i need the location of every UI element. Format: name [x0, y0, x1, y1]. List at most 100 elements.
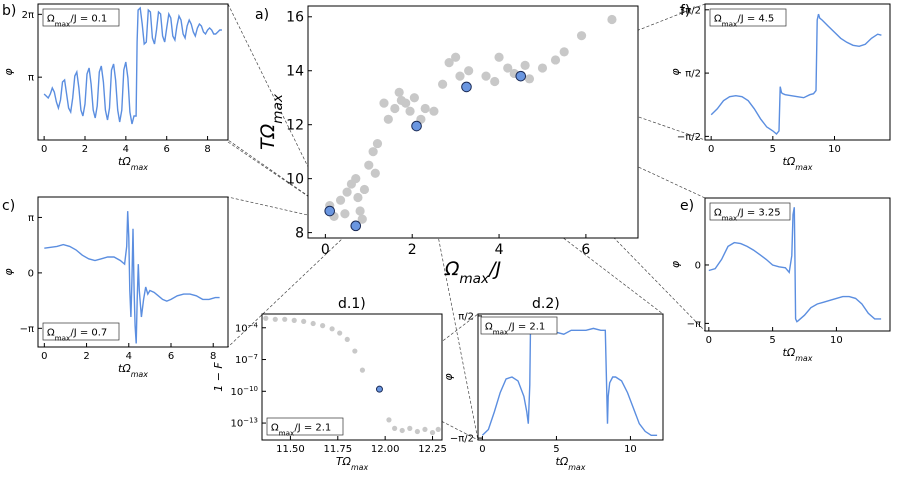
x-tick-label: 6: [168, 351, 174, 362]
data-point: [383, 114, 393, 124]
y-tick-label: 16: [286, 10, 304, 26]
x-axis-label: tΩmax: [556, 455, 586, 472]
y-tick-label: 10−7: [235, 353, 258, 366]
data-point: [379, 98, 389, 108]
data-point: [455, 71, 465, 81]
data-point: [394, 87, 404, 97]
panel-f: 0 5 10 −π/2 π/2 3π/2 tΩmax φ f) Ωmax/J = 4.5: [669, 3, 891, 172]
y-tick-label: −π: [20, 324, 34, 335]
y-tick-label: 10: [286, 172, 304, 188]
y-tick-label: 10−4: [235, 321, 259, 334]
highlight-point: [375, 385, 383, 393]
panel-e: 0 5 10 −π 0 tΩmax φ e) Ωmax/J = 3.25: [669, 197, 891, 363]
data-point: [355, 206, 365, 216]
data-point: [359, 367, 366, 373]
x-tick-label: 0: [706, 335, 712, 346]
data-point: [524, 74, 535, 84]
x-tick-label: 8: [210, 351, 216, 362]
data-point: [490, 76, 500, 87]
y-axis-label: TΩmax: [257, 93, 286, 150]
y-tick-label: 2π: [22, 10, 34, 21]
plot-frame: [477, 313, 664, 441]
x-tick-label: 10: [830, 335, 843, 346]
data-point: [409, 93, 419, 103]
data-point: [272, 316, 278, 322]
panel-label: a): [255, 7, 269, 23]
data-point: [494, 52, 504, 62]
x-tick-label: 0: [708, 144, 714, 155]
panel-label: f): [680, 3, 690, 19]
y-tick-label: 14: [286, 64, 304, 80]
y-axis-label: φ: [2, 68, 15, 76]
data-point: [263, 315, 269, 321]
data-point: [438, 79, 448, 89]
x-tick-label: 4: [126, 351, 132, 362]
x-axis-label: tΩmax: [118, 155, 148, 172]
data-point: [435, 426, 441, 433]
x-tick-label: 2: [82, 144, 88, 155]
data-point: [359, 184, 370, 195]
y-tick-label: 10−13: [230, 417, 258, 430]
panel-d2: 0 5 10 −π/2 π/2 tΩmax φ d.2) Ωmax/J = 2.1: [442, 296, 664, 472]
highlight-point: [324, 205, 336, 217]
connector-line: [416, 125, 479, 441]
data-point: [320, 323, 326, 329]
data-point: [422, 426, 428, 433]
data-point: [401, 98, 411, 108]
data-point: [372, 138, 383, 149]
data-point: [429, 429, 436, 436]
y-axis-label: φ: [2, 268, 15, 276]
y-axis-label: 1 − F: [212, 362, 225, 392]
x-tick-label: 12.25: [418, 444, 447, 455]
y-tick-label: 10−10: [230, 385, 258, 398]
data-point: [392, 425, 398, 431]
x-tick-label: 2: [83, 351, 89, 362]
highlight-point: [350, 220, 362, 232]
data-point: [344, 336, 350, 343]
y-axis-label: φ: [442, 373, 455, 381]
annotation-box: [42, 322, 120, 341]
x-axis-label: tΩmax: [783, 346, 813, 363]
data-point: [368, 147, 378, 157]
data-point: [520, 60, 530, 70]
y-axis-label: φ: [669, 260, 682, 268]
data-point: [340, 209, 350, 219]
plot-frame: [37, 196, 229, 348]
connector-line: [227, 225, 357, 348]
y-tick-label: −π/2: [450, 434, 474, 445]
y-tick-label: π/2: [458, 311, 474, 322]
highlight-point: [461, 81, 472, 93]
data-point: [429, 106, 439, 116]
x-tick-label: 2: [408, 242, 417, 258]
panel-b: 0 2 4 6 8 π 2π tΩmax φ b) Ωmax/J = 0.1: [2, 3, 229, 172]
data-point: [352, 348, 358, 354]
data-point: [444, 58, 454, 68]
data-point: [503, 63, 513, 73]
y-tick-label: 3π/2: [679, 5, 701, 16]
x-tick-label: 0: [41, 351, 47, 362]
data-point: [407, 425, 413, 431]
x-axis-label: Ωmax/J: [444, 258, 502, 287]
data-point: [370, 168, 380, 178]
phase-curve: [44, 211, 220, 344]
data-point: [481, 71, 491, 81]
x-tick-label: 6: [164, 144, 170, 155]
panel-label: e): [680, 198, 694, 214]
x-tick-label: 0: [41, 144, 47, 155]
x-tick-label: 4: [495, 242, 504, 258]
y-tick-label: −π: [687, 319, 701, 330]
y-tick-label: 0: [695, 260, 701, 271]
data-point: [559, 47, 569, 57]
data-point: [576, 31, 587, 41]
plot-frame: [704, 3, 891, 141]
annotation-box: [709, 8, 787, 27]
panel-a: 0 2 4 6 8 10 12 14 16 Ωmax/J TΩmax a): [255, 5, 639, 287]
y-axis-label: φ: [669, 68, 682, 76]
y-tick-label: −π/2: [677, 132, 701, 143]
data-point: [301, 318, 307, 325]
panel-label: b): [2, 3, 16, 19]
x-axis-label: TΩmax: [336, 455, 369, 472]
data-point: [607, 14, 617, 25]
data-point: [451, 52, 461, 62]
